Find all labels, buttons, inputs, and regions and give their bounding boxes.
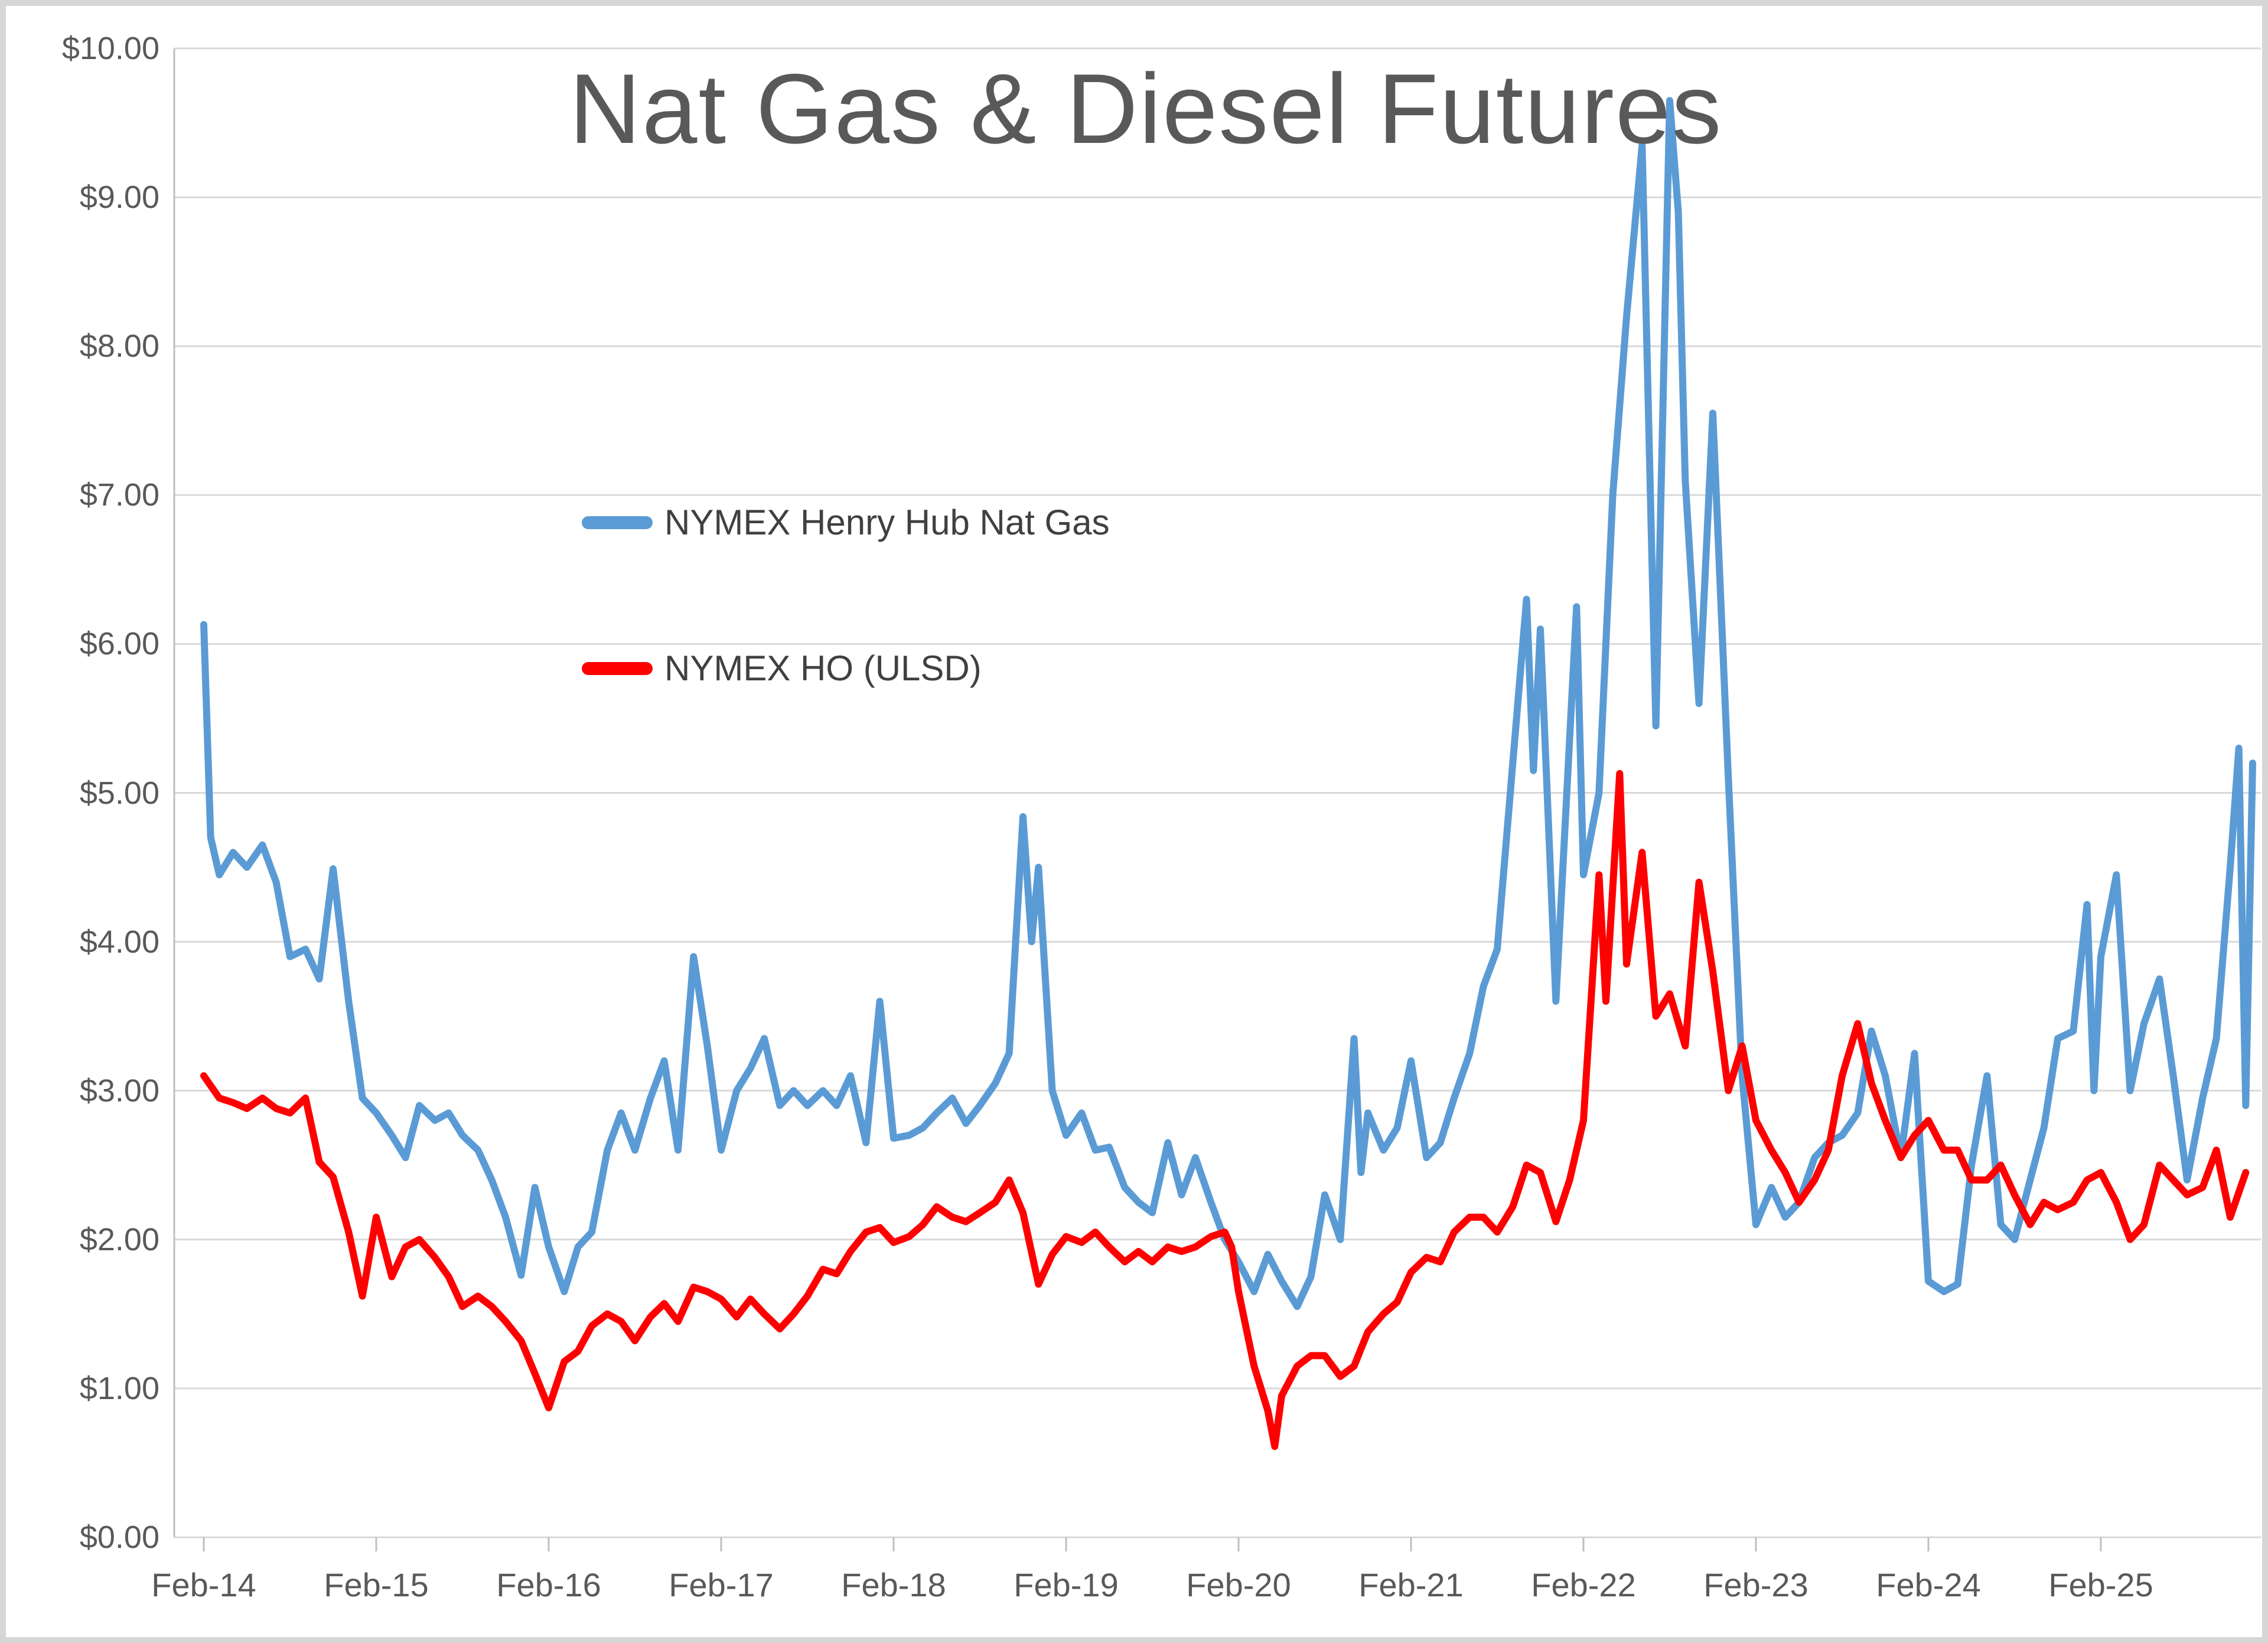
x-tick-label-Feb-16: Feb-16 xyxy=(496,1566,601,1603)
x-tick-label-Feb-18: Feb-18 xyxy=(841,1566,946,1603)
y-tick-label-9: $9.00 xyxy=(79,180,159,216)
x-tick-label-Feb-17: Feb-17 xyxy=(669,1566,774,1603)
y-tick-label-4: $4.00 xyxy=(79,924,159,960)
y-tick-label-0: $0.00 xyxy=(79,1520,159,1555)
chart-canvas xyxy=(173,47,2261,1551)
y-tick-label-2: $2.00 xyxy=(79,1221,159,1257)
ho-series-line xyxy=(200,770,2250,1450)
legend-item-ho: NYMEX HO (ULSD) xyxy=(582,648,1110,689)
y-tick-label-10: $10.00 xyxy=(61,31,159,66)
natgas-line-swatch-icon xyxy=(582,516,653,529)
legend-label-ho: NYMEX HO (ULSD) xyxy=(664,648,982,688)
legend-item-natgas: NYMEX Henry Hub Nat Gas xyxy=(582,502,1110,543)
y-tick-label-8: $8.00 xyxy=(79,328,159,364)
x-tick-label-Feb-21: Feb-21 xyxy=(1358,1566,1464,1603)
x-tick-label-Feb-23: Feb-23 xyxy=(1703,1566,1808,1603)
x-tick-label-Feb-24: Feb-24 xyxy=(1876,1566,1981,1603)
x-tick-label-Feb-20: Feb-20 xyxy=(1186,1566,1291,1603)
x-tick-label-Feb-22: Feb-22 xyxy=(1531,1566,1636,1603)
y-tick-label-5: $5.00 xyxy=(79,775,159,811)
x-tick-label-Feb-19: Feb-19 xyxy=(1014,1566,1119,1603)
legend: NYMEX Henry Hub Nat Gas NYMEX HO (ULSD) xyxy=(582,502,1110,689)
legend-label-natgas: NYMEX Henry Hub Nat Gas xyxy=(664,503,1110,542)
y-tick-label-7: $7.00 xyxy=(79,477,159,513)
ho-line-swatch-icon xyxy=(582,661,653,675)
x-tick-label-Feb-14: Feb-14 xyxy=(151,1566,256,1603)
y-tick-label-6: $6.00 xyxy=(79,626,159,662)
x-tick-label-Feb-25: Feb-25 xyxy=(2048,1566,2153,1603)
x-tick-label-Feb-15: Feb-15 xyxy=(324,1566,429,1603)
natgas-series-line xyxy=(200,97,2256,1311)
y-tick-label-1: $1.00 xyxy=(79,1370,159,1406)
chart-title: Nat Gas & Diesel Futures xyxy=(569,53,1723,164)
y-tick-label-3: $3.00 xyxy=(79,1072,159,1109)
